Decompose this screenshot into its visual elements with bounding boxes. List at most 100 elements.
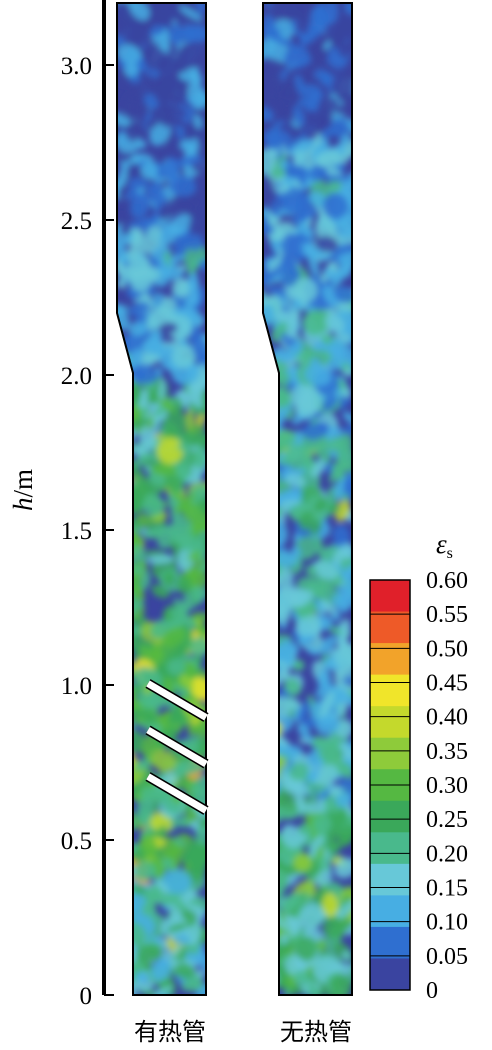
field-cell xyxy=(263,912,277,932)
field-cell xyxy=(177,575,192,595)
field-cell xyxy=(300,494,321,513)
heat-pipe xyxy=(146,680,208,721)
column-outline-without-heat-pipes xyxy=(262,2,353,996)
field-cell xyxy=(328,177,342,194)
field-cell xyxy=(169,175,197,197)
field-cell xyxy=(263,604,270,620)
field-cell xyxy=(140,708,158,725)
field-cell xyxy=(263,384,275,405)
field-cell xyxy=(120,534,130,545)
field-cell xyxy=(117,690,128,711)
field-cell xyxy=(339,742,352,762)
field-cell xyxy=(117,600,131,620)
field-cell xyxy=(299,833,308,844)
field-cell xyxy=(117,304,128,317)
field-cell xyxy=(298,700,310,722)
field-cell xyxy=(295,195,312,219)
field-cell xyxy=(263,655,271,670)
field-cell xyxy=(141,833,158,856)
colorbar-tick-label: 0 xyxy=(426,978,438,1004)
field-cell xyxy=(320,127,335,140)
field-cell xyxy=(284,261,301,278)
field-cell xyxy=(325,3,339,24)
field-cell xyxy=(117,400,131,427)
field-cell xyxy=(263,513,269,532)
panel-without-heat-pipes xyxy=(262,2,353,996)
field-cell xyxy=(322,193,349,220)
field-cell xyxy=(263,37,275,61)
field-cell xyxy=(294,936,318,961)
field-cell xyxy=(173,837,186,847)
field-cell xyxy=(130,544,147,566)
field-cell xyxy=(274,551,298,568)
field-cell xyxy=(308,253,320,278)
field-cell xyxy=(319,635,336,655)
field-cell xyxy=(194,982,206,995)
field-cell xyxy=(186,261,198,275)
colorbar-swatch xyxy=(370,926,410,959)
colorbar-title-var: ε xyxy=(436,529,447,559)
field-cell xyxy=(117,988,130,995)
field-cell xyxy=(263,958,273,971)
field-cell xyxy=(117,44,142,64)
field-cell xyxy=(131,861,157,881)
field-cell xyxy=(293,969,309,986)
field-cell xyxy=(270,129,292,145)
field-cell xyxy=(315,687,325,698)
field-cell xyxy=(314,870,333,887)
field-cell xyxy=(263,961,274,984)
field-cell xyxy=(155,55,180,77)
field-cell xyxy=(333,271,344,279)
field-cell xyxy=(128,301,150,317)
field-cell xyxy=(308,191,327,208)
field-cell xyxy=(292,661,305,671)
field-cell xyxy=(117,112,131,127)
field-cell xyxy=(275,309,301,323)
field-cell xyxy=(163,571,175,586)
colorbar-swatch xyxy=(370,895,410,928)
field-cell xyxy=(335,792,352,808)
field-cell xyxy=(138,69,148,80)
field-cell xyxy=(263,304,275,327)
field-cell xyxy=(336,251,352,263)
field-cell xyxy=(131,466,145,486)
field-cell xyxy=(291,298,303,311)
field-cell xyxy=(117,164,129,189)
field-cell xyxy=(317,764,339,787)
field-cell xyxy=(141,493,165,517)
field-cell xyxy=(187,81,206,110)
colorbar-tick-label: 0.35 xyxy=(426,739,468,765)
field-cell xyxy=(146,554,175,565)
field-cell xyxy=(133,31,155,47)
colorbar-tick-label: 0.50 xyxy=(426,636,468,662)
field-cell xyxy=(263,537,277,554)
field-cell xyxy=(124,378,133,407)
field-cell xyxy=(265,582,274,594)
colorbar-swatch xyxy=(370,832,410,865)
field-cell xyxy=(117,358,126,379)
field-cell xyxy=(150,410,160,437)
field-cell xyxy=(293,277,318,303)
field-cell xyxy=(117,242,129,264)
field-cell xyxy=(160,77,176,95)
field-cell xyxy=(314,235,339,253)
field-cell xyxy=(117,549,131,572)
field-cell xyxy=(166,658,186,676)
field-cell xyxy=(324,268,338,282)
field-cell xyxy=(298,529,312,538)
field-cell xyxy=(124,123,140,142)
field-cell xyxy=(303,84,324,100)
field-cell xyxy=(117,907,125,917)
field-cell xyxy=(263,487,277,502)
field-cell xyxy=(177,43,203,69)
field-cell xyxy=(144,640,154,650)
field-cell xyxy=(135,971,149,983)
field-cell xyxy=(136,99,148,115)
field-cell xyxy=(342,950,351,961)
field-cell xyxy=(263,725,278,741)
field-cell xyxy=(166,135,180,152)
field-cell xyxy=(263,867,273,882)
field-cell xyxy=(168,194,189,211)
field-cell xyxy=(281,824,302,849)
y-tick-label: 0.5 xyxy=(61,828,92,855)
